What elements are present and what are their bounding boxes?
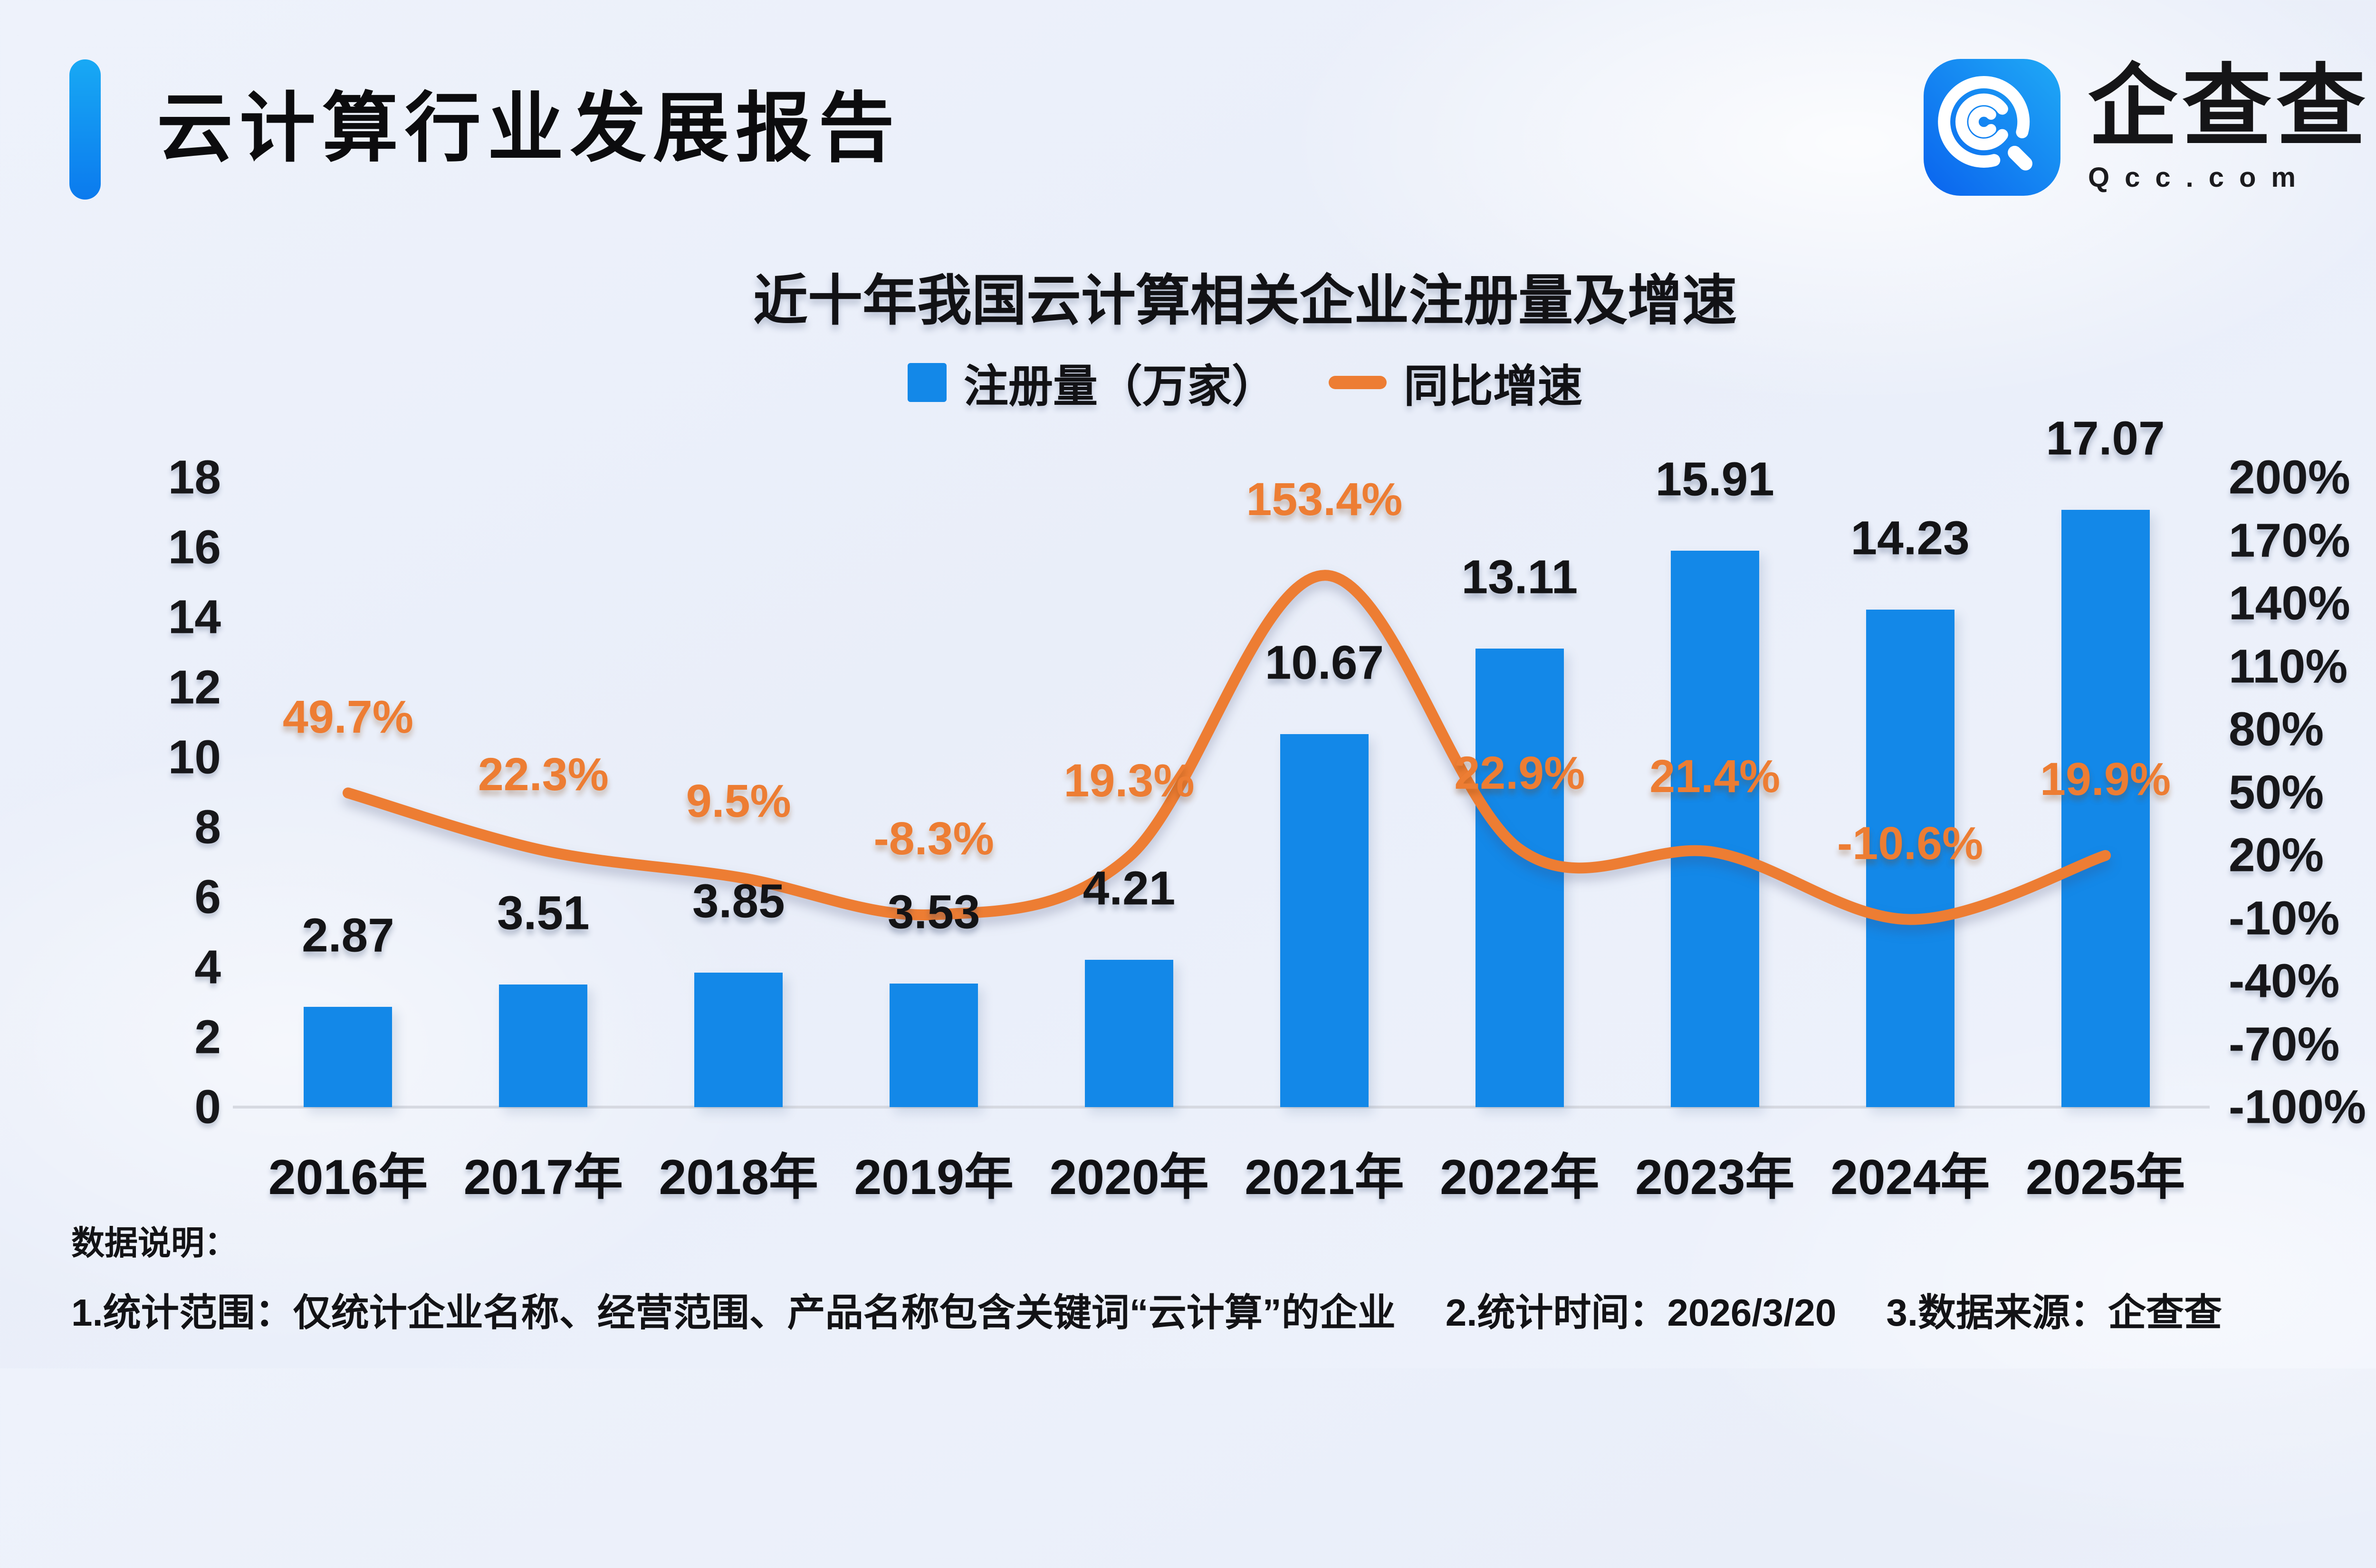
y-axis-tick-right: 110% xyxy=(2229,640,2348,693)
plot-area: 0 2 4 6 8 10 12 14 16 18 -100% -70% -40% -10% 20% 50% 80… xyxy=(168,411,2366,1205)
y-axis-tick-left: 12 xyxy=(168,660,221,714)
chart-title: 近十年我国云计算相关企业注册量及增速 xyxy=(753,270,1737,331)
qcc-logo-icon xyxy=(1924,59,2060,196)
legend-line-label: 同比增速 xyxy=(1404,361,1583,411)
y-axis-tick-right: 170% xyxy=(2229,514,2350,567)
growth-value-label: -8.3% xyxy=(873,812,994,864)
x-axis-label: 2019年 xyxy=(854,1150,1014,1205)
y-axis-tick-left: 0 xyxy=(194,1080,221,1134)
bar-value-label: 10.67 xyxy=(1265,636,1384,689)
x-axis-label: 2022年 xyxy=(1440,1150,1600,1205)
bar xyxy=(890,984,978,1107)
y-axis-tick-right: 80% xyxy=(2229,702,2324,756)
bar-value-label: 15.91 xyxy=(1655,452,1774,506)
y-axis-tick-right: 50% xyxy=(2229,765,2324,819)
y-axis-tick-left: 8 xyxy=(194,800,221,854)
bar-value-label: 3.85 xyxy=(692,874,785,928)
x-axis-label: 2018年 xyxy=(659,1150,818,1205)
bar xyxy=(1670,550,1759,1107)
bar xyxy=(694,972,783,1107)
bar xyxy=(2061,510,2150,1107)
bar-value-label: 13.11 xyxy=(1461,550,1578,604)
page-title: 云计算行业发展报告 xyxy=(157,86,901,171)
bar xyxy=(1866,609,1954,1107)
bar xyxy=(1280,734,1369,1107)
legend-bar-swatch xyxy=(907,363,947,402)
y-axis-tick-left: 16 xyxy=(168,520,221,574)
legend-bar-label: 注册量（万家） xyxy=(963,361,1276,411)
growth-value-label: 49.7% xyxy=(282,690,413,743)
growth-value-label: 19.9% xyxy=(2040,753,2171,805)
note-time: 2.统计时间：2026/3/20 xyxy=(1445,1291,1837,1334)
growth-value-label: 21.4% xyxy=(1649,750,1781,802)
y-axis-tick-left: 6 xyxy=(194,870,221,924)
x-axis-label: 2025年 xyxy=(2025,1150,2185,1205)
chart-legend: 注册量（万家） 同比增速 xyxy=(907,350,1582,415)
growth-value-label: 153.4% xyxy=(1246,473,1403,525)
y-axis-tick-left: 10 xyxy=(168,730,221,784)
logo-company-name: 企查查 xyxy=(2088,57,2370,156)
x-axis-label: 2021年 xyxy=(1245,1150,1404,1205)
notes-row: 1.统计范围：仅统计企业名称、经营范围、产品名称包含关键词“云计算”的企业 2.… xyxy=(71,1282,2222,1337)
growth-value-label: 9.5% xyxy=(686,775,791,827)
y-axis-tick-right: -70% xyxy=(2229,1017,2340,1071)
y-axis-tick-right: 20% xyxy=(2229,828,2324,882)
qcc-logo-text: 企查查 Qcc.com xyxy=(2088,59,2370,193)
y-axis-tick-right: -10% xyxy=(2229,891,2340,945)
growth-value-label: -10.6% xyxy=(1837,817,1983,870)
x-axis-label: 2024年 xyxy=(1830,1150,1990,1205)
x-axis-line xyxy=(233,1106,2210,1109)
bar-value-label: 3.53 xyxy=(887,885,980,939)
y-axis-tick-left: 2 xyxy=(194,1010,221,1064)
title-accent-bar xyxy=(69,59,101,200)
bar-value-label: 2.87 xyxy=(302,908,394,962)
y-axis-tick-left: 4 xyxy=(194,940,221,994)
growth-value-label: 19.3% xyxy=(1063,755,1195,807)
x-axis-label: 2017年 xyxy=(463,1150,623,1205)
y-axis-tick-right: -40% xyxy=(2229,954,2340,1008)
legend-item-line: 同比增速 xyxy=(1329,350,1582,415)
y-axis-tick-right: -100% xyxy=(2229,1080,2366,1134)
bar xyxy=(499,984,588,1107)
qcc-logo: 企查查 Qcc.com xyxy=(1924,59,2370,196)
x-axis-label: 2023年 xyxy=(1635,1150,1795,1205)
growth-value-label: 22.3% xyxy=(478,748,609,800)
legend-line-swatch xyxy=(1329,376,1387,389)
note-source: 3.数据来源：企查查 xyxy=(1886,1291,2223,1334)
y-axis-tick-right: 200% xyxy=(2229,450,2350,504)
note-scope: 1.统计范围：仅统计企业名称、经营范围、产品名称包含关键词“云计算”的企业 xyxy=(71,1291,1396,1334)
legend-item-bars: 注册量（万家） xyxy=(907,350,1276,415)
logo-domain: Qcc.com xyxy=(2088,162,2311,193)
y-axis-tick-left: 14 xyxy=(168,590,221,644)
x-axis-label: 2020年 xyxy=(1049,1150,1209,1205)
growth-value-label: 22.9% xyxy=(1454,747,1585,799)
bar xyxy=(1475,648,1564,1107)
notes-heading: 数据说明： xyxy=(71,1224,238,1262)
trend-line xyxy=(342,570,2111,925)
x-axis-label: 2016年 xyxy=(268,1150,428,1205)
y-axis-tick-left: 18 xyxy=(168,450,221,504)
bar-value-label: 17.07 xyxy=(2046,411,2165,465)
y-axis-tick-right: 140% xyxy=(2229,576,2350,630)
bar-value-label: 3.51 xyxy=(497,886,590,940)
bar-value-label: 4.21 xyxy=(1083,861,1176,915)
bar-value-label: 14.23 xyxy=(1850,511,1970,564)
bar xyxy=(304,1006,393,1107)
bar xyxy=(1085,960,1174,1107)
